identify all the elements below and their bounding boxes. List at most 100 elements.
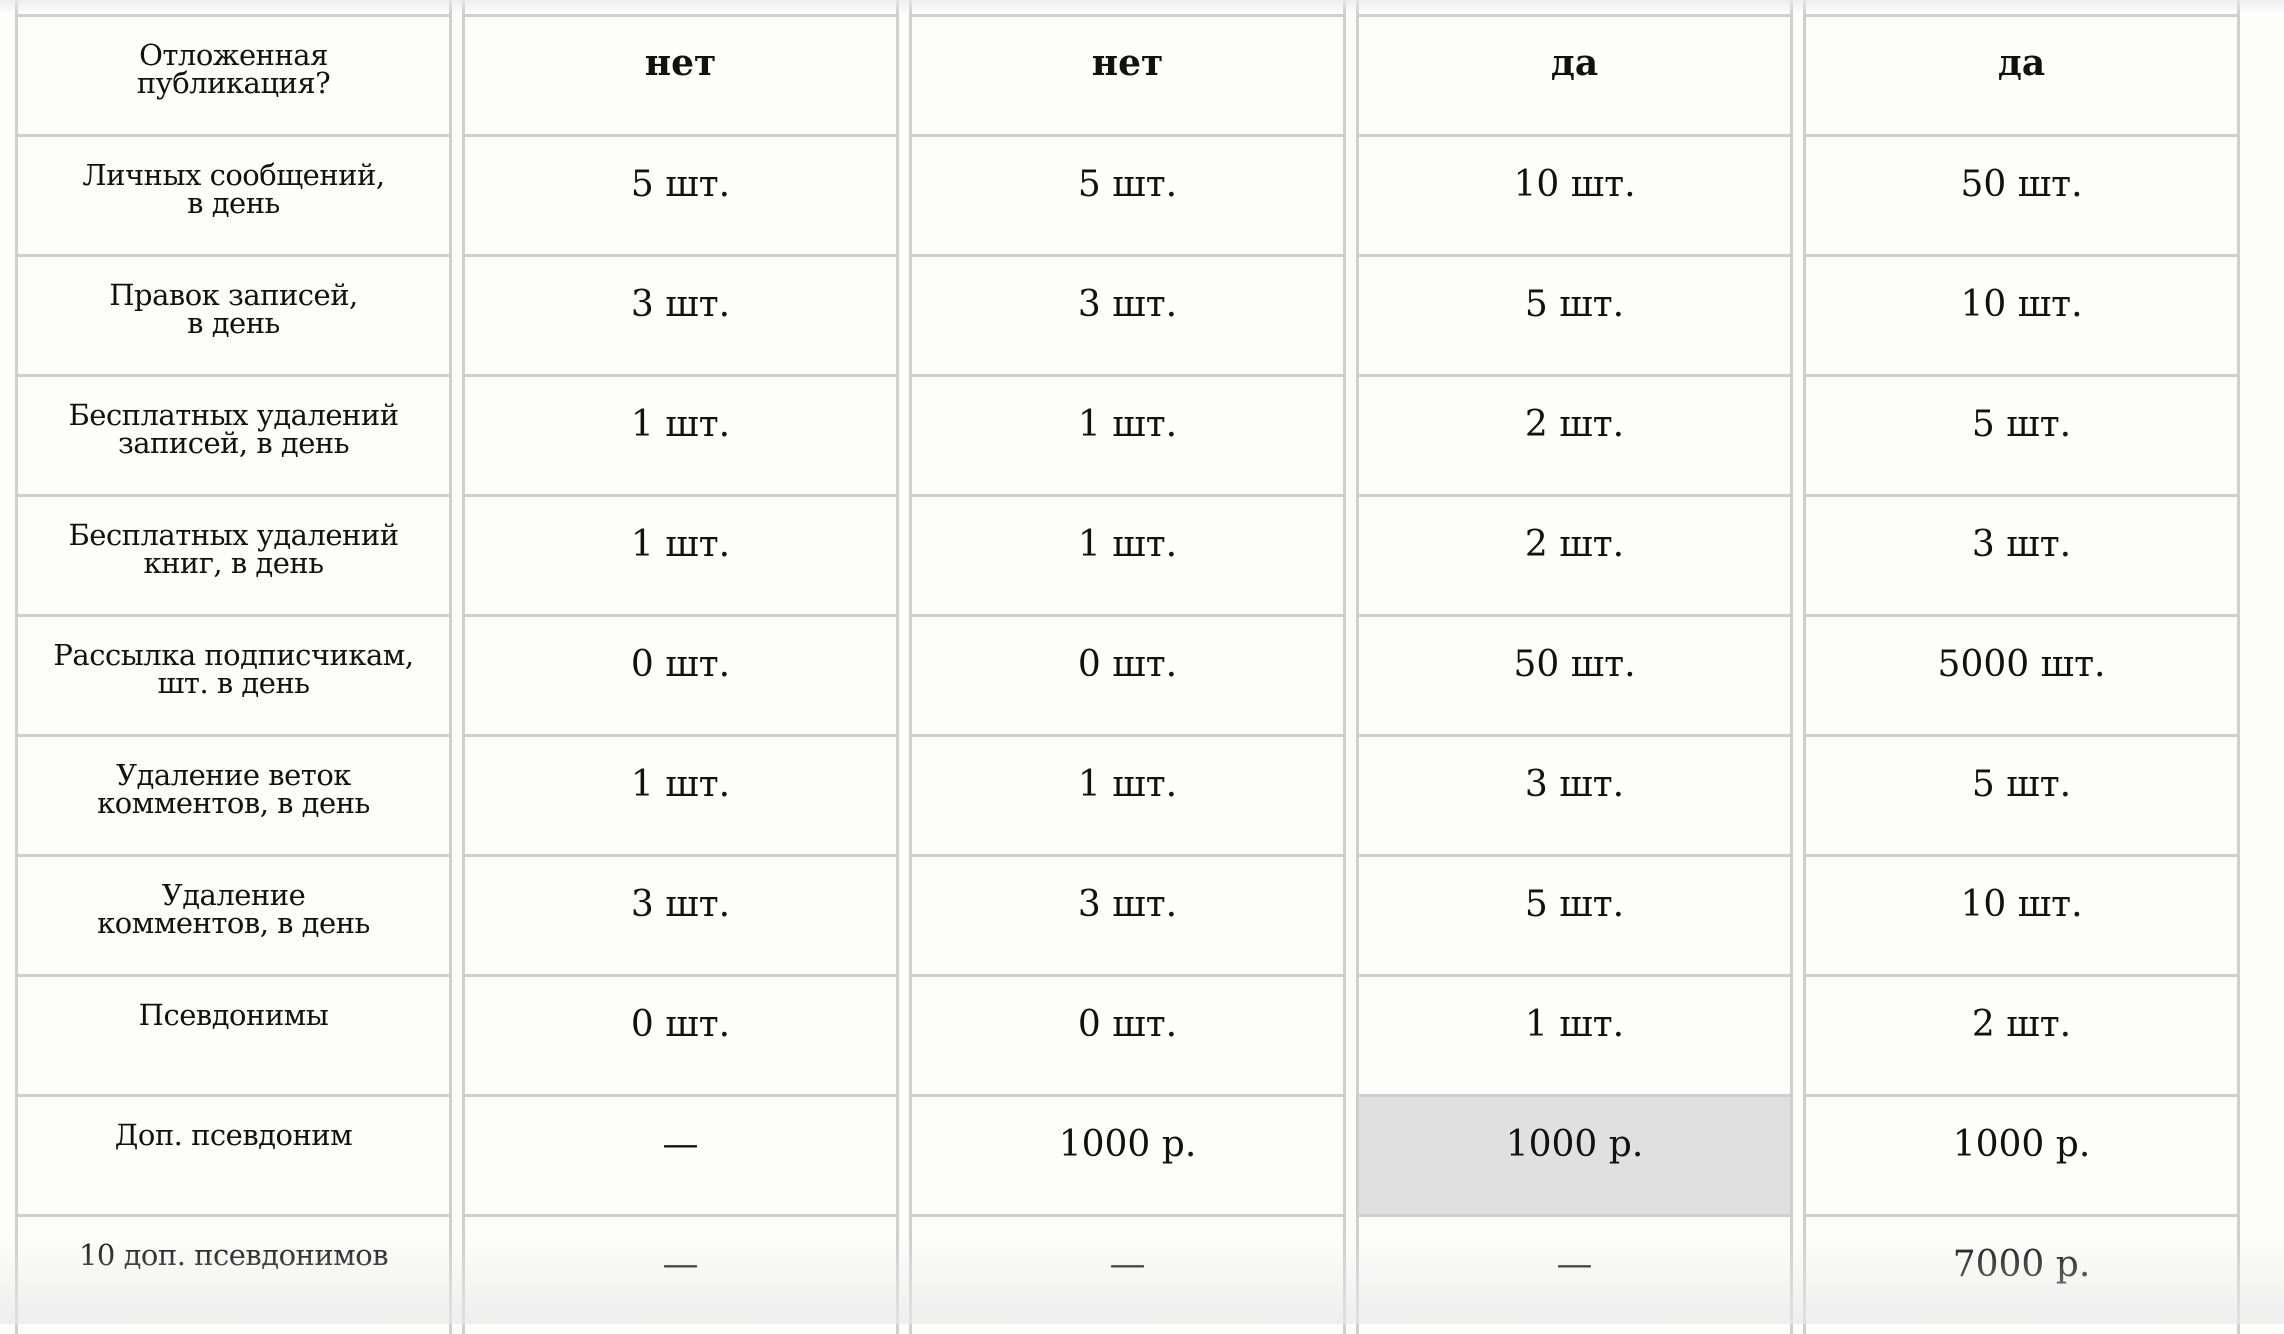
plan-value-cell: 1 шт. [462,734,899,854]
plan-value: 5 шт. [630,164,731,205]
plan-value: 5 шт. [1971,404,2072,445]
table-row [15,0,2240,14]
row-label: Личных сообщений, в день [15,134,452,254]
plan-value: 2 шт. [1524,404,1625,445]
plan-value-cell: 1 шт. [1356,974,1793,1094]
table-row: Личных сообщений, в день 5 шт. 5 шт. 10 шт. 5… [15,134,2240,254]
plan-value-cell: нет [462,14,899,134]
plan-value: 1000 р. [1952,1124,2091,1165]
table-row: Отложенная публикация? нет нет да да [15,14,2240,134]
row-label-line: Бесплатных удалений [68,398,399,432]
table-row: Рассылка подписчикам, шт. в день 0 шт. 0 шт… [15,614,2240,734]
plan-value: 1 шт. [1077,524,1178,565]
row-label: Бесплатных удалений книг, в день [15,494,452,614]
plan-value-cell [909,0,1346,14]
plan-value: 5 шт. [1524,884,1625,925]
plan-value: 1000 р. [1058,1124,1197,1165]
plan-value: 10 шт. [1960,284,2083,325]
plan-value: 10 шт. [1513,164,1636,205]
plan-value: 10 шт. [1960,884,2083,925]
plan-value: 7000 р. [1952,1244,2091,1285]
plan-value-cell: 2 шт. [1803,974,2240,1094]
plan-value-cell: 1000 р. [1803,1094,2240,1214]
plan-value: 50 шт. [1960,164,2083,205]
plan-value-cell: 5 шт. [462,134,899,254]
plan-value-cell [1803,0,2240,14]
row-label: Рассылка подписчикам, шт. в день [15,614,452,734]
plan-value: 3 шт. [1524,764,1625,805]
table-row: 10 доп. псевдонимов — — — 7000 р. [15,1214,2240,1334]
row-label: Удаление комментов, в день [15,854,452,974]
row-label: Правок записей, в день [15,254,452,374]
plan-value-cell: 1000 р. [1356,1094,1793,1214]
row-label-line: Доп. псевдоним [114,1118,353,1152]
row-label-line: комментов, в день [97,786,370,820]
plan-value-cell: 10 шт. [1803,254,2240,374]
table-row: Бесплатных удалений книг, в день 1 шт. 1 шт… [15,494,2240,614]
table-row: Бесплатных удалений записей, в день 1 шт. 1… [15,374,2240,494]
plan-value: 0 шт. [630,644,731,685]
plan-value: 0 шт. [630,1004,731,1045]
plan-value-cell: 0 шт. [462,614,899,734]
plan-value-cell: 0 шт. [909,614,1346,734]
plan-value-cell: 5 шт. [1356,254,1793,374]
plan-value-cell: 7000 р. [1803,1214,2240,1334]
table-row: Удаление комментов, в день 3 шт. 3 шт. 5 шт.… [15,854,2240,974]
plan-value: 1 шт. [630,524,731,565]
plan-value: нет [1091,42,1164,84]
plan-value-cell: 5 шт. [909,134,1346,254]
row-label: Удаление веток комментов, в день [15,734,452,854]
plan-value: 5 шт. [1524,284,1625,325]
row-label-line: Личных сообщений, [82,158,385,192]
plan-value: 0 шт. [1077,644,1178,685]
row-label-line: публикация? [136,66,331,100]
plan-value: 2 шт. [1971,1004,2072,1045]
plan-value: — [1109,1244,1146,1285]
plan-value: 1 шт. [1524,1004,1625,1045]
plan-value-cell: 1 шт. [462,374,899,494]
row-label-line: в день [187,306,280,340]
plan-value-cell: 1 шт. [909,734,1346,854]
tariff-comparison-table: Отложенная публикация? нет нет да да Личных со… [15,0,2250,1334]
row-label-line: Бесплатных удалений [68,518,399,552]
plan-value: 1 шт. [1077,404,1178,445]
plan-value: 3 шт. [630,284,731,325]
row-label-line: Удаление веток [116,758,351,792]
plan-value: 50 шт. [1513,644,1636,685]
plan-value: 1000 р. [1505,1124,1644,1165]
plan-value-cell: 5000 шт. [1803,614,2240,734]
row-label-line: Удаление [161,878,306,912]
plan-value-cell: — [462,1214,899,1334]
plan-value: — [662,1124,699,1165]
plan-value-cell: 5 шт. [1803,734,2240,854]
plan-value-cell: 10 шт. [1356,134,1793,254]
table-row: Доп. псевдоним — 1000 р. 1000 р. 1000 р. [15,1094,2240,1214]
plan-value: — [1556,1244,1593,1285]
plan-value-cell: 10 шт. [1803,854,2240,974]
plan-value: 3 шт. [1077,284,1178,325]
row-label-line: комментов, в день [97,906,370,940]
plan-value-cell: 0 шт. [909,974,1346,1094]
plan-value: да [1550,42,1599,84]
row-label [15,0,452,14]
row-label-line: записей, в день [117,426,350,460]
plan-value-cell: 50 шт. [1356,614,1793,734]
row-label-line: Псевдонимы [138,998,329,1032]
table-row: Удаление веток комментов, в день 1 шт. 1 шт… [15,734,2240,854]
plan-value-cell: 3 шт. [462,854,899,974]
plan-value: 2 шт. [1524,524,1625,565]
plan-value-cell: 5 шт. [1356,854,1793,974]
plan-value-cell: 2 шт. [1356,374,1793,494]
plan-value-cell: да [1356,14,1793,134]
plan-value-cell: 3 шт. [462,254,899,374]
row-label-line: в день [187,186,280,220]
plan-value: 5 шт. [1077,164,1178,205]
plan-value: да [1997,42,2046,84]
row-label: Отложенная публикация? [15,14,452,134]
plan-value-cell: 50 шт. [1803,134,2240,254]
row-label: Псевдонимы [15,974,452,1094]
plan-value-cell: 2 шт. [1356,494,1793,614]
plan-value: — [662,1244,699,1285]
plan-value: 1 шт. [630,404,731,445]
row-label: Доп. псевдоним [15,1094,452,1214]
